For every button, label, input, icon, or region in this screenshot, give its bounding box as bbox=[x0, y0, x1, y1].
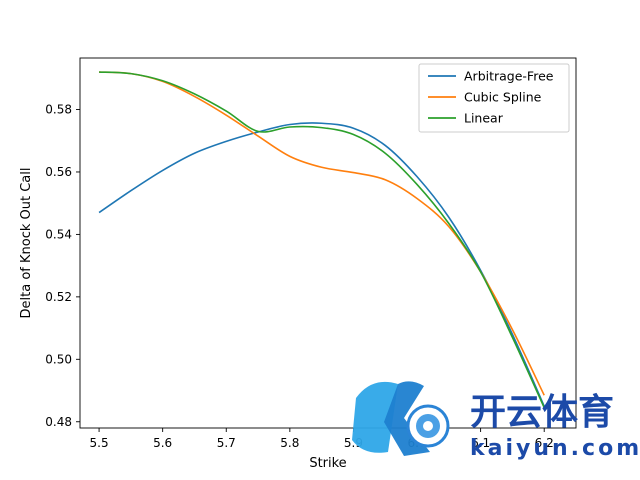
y-tick-label: 0.58 bbox=[45, 103, 72, 117]
legend-label-linear: Linear bbox=[464, 111, 504, 126]
x-tick-label: 6.2 bbox=[535, 436, 554, 450]
legend-label-arbitrage-free: Arbitrage-Free bbox=[464, 69, 554, 84]
x-tick-label: 5.5 bbox=[90, 436, 109, 450]
watermark-title: 开云体育 bbox=[470, 392, 614, 433]
x-tick-label: 5.6 bbox=[153, 436, 172, 450]
y-tick-label: 0.52 bbox=[45, 290, 72, 304]
y-tick-label: 0.56 bbox=[45, 165, 72, 179]
y-tick-label: 0.48 bbox=[45, 415, 72, 429]
x-axis-label: Strike bbox=[309, 456, 346, 471]
x-tick-label: 6.1 bbox=[471, 436, 490, 450]
y-tick-label: 0.50 bbox=[45, 352, 72, 366]
y-axis-label: Delta of Knock Out Call bbox=[19, 168, 34, 319]
watermark: 开云体育 kaiyun.com bbox=[352, 381, 640, 461]
y-axis: 0.48 0.50 0.52 0.54 0.56 0.58 bbox=[45, 103, 80, 429]
y-tick-label: 0.54 bbox=[45, 227, 72, 241]
x-tick-label: 5.7 bbox=[217, 436, 236, 450]
series-line-arbitrage-free bbox=[98, 122, 545, 407]
series-lines bbox=[98, 71, 545, 409]
legend-box bbox=[418, 63, 570, 133]
series-line-linear bbox=[99, 71, 545, 409]
legend-label-cubic-spline: Cubic Spline bbox=[464, 90, 542, 105]
watermark-logo bbox=[352, 381, 450, 456]
x-tick-label: 5.8 bbox=[280, 436, 299, 450]
watermark-url: kaiyun.com bbox=[470, 436, 640, 461]
legend: Arbitrage-Free Cubic Spline Linear bbox=[418, 63, 570, 133]
